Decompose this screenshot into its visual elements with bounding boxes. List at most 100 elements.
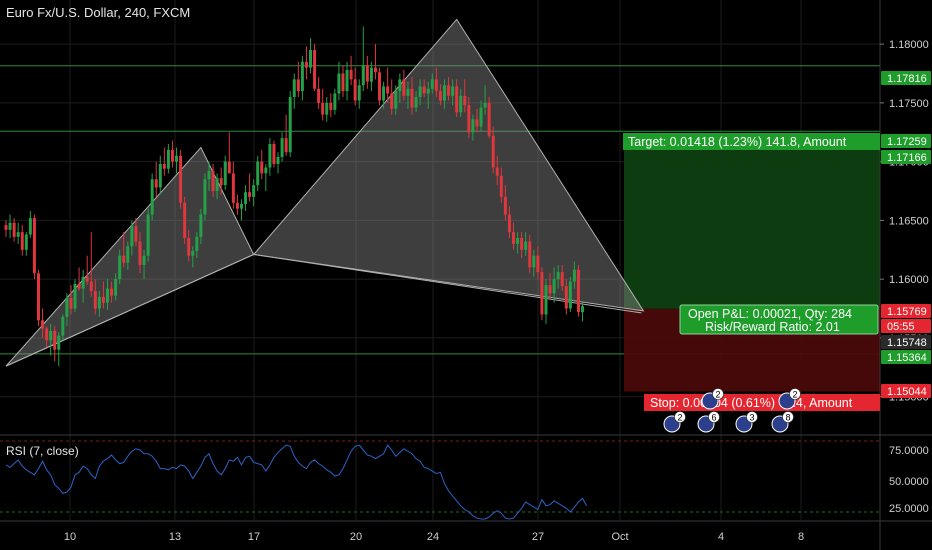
candle-body <box>81 276 85 289</box>
event-badge[interactable]: 3 <box>735 411 758 433</box>
stop-label: Stop: 0.00704 (0.61%) 70.4, Amount <box>650 396 853 410</box>
event-badge[interactable]: 8 <box>771 411 794 433</box>
candle-body <box>516 238 520 244</box>
candle-body <box>8 222 12 230</box>
candle-body <box>215 178 219 192</box>
candle-body <box>373 67 377 73</box>
candle-body <box>418 86 422 97</box>
candle-body <box>158 163 162 188</box>
candle-body <box>532 255 536 268</box>
rsi-line <box>5 444 588 520</box>
candle-body <box>203 179 207 215</box>
candle-body <box>430 79 434 89</box>
candle-body <box>475 119 479 127</box>
badge-count: 6 <box>711 413 716 423</box>
candle-body <box>325 102 329 115</box>
candle-body <box>146 214 150 256</box>
candle-body <box>459 95 463 113</box>
price-tag-bg <box>881 304 931 318</box>
candle-body <box>252 185 256 197</box>
harmonic-pattern <box>5 18 645 367</box>
candle-body <box>28 218 32 235</box>
candle-body <box>191 250 195 256</box>
chart-title: Euro Fx/U.S. Dollar, 240, FXCM <box>6 5 191 20</box>
candle-body <box>16 232 20 237</box>
candle-body <box>41 320 45 329</box>
candle-body <box>248 192 252 197</box>
badge-count-bg <box>782 411 794 423</box>
candle-body <box>564 286 568 309</box>
candle-body <box>576 269 580 313</box>
candle-body <box>272 144 276 164</box>
candle-body <box>572 269 576 282</box>
candle-body <box>211 171 215 192</box>
candle-body <box>260 161 264 174</box>
candle-body <box>227 161 231 174</box>
rsi-title: RSI (7, close) <box>6 444 79 458</box>
candle-body <box>483 102 487 108</box>
badge-count: 2 <box>792 390 797 400</box>
event-badge[interactable]: 2 <box>701 388 724 410</box>
candle-body <box>231 173 235 203</box>
candle-body <box>556 272 560 280</box>
price-tag-label: 1.15044 <box>887 386 927 398</box>
candle-body <box>382 86 386 101</box>
candle-body <box>118 255 122 280</box>
candle-body <box>402 79 406 96</box>
candle-body <box>426 88 430 94</box>
candle-body <box>20 232 24 250</box>
candle-body <box>53 330 57 350</box>
candle-body <box>552 279 556 294</box>
candle-body <box>341 73 345 92</box>
candle-body <box>337 73 341 94</box>
candle-body <box>365 65 369 82</box>
candle-body <box>406 88 410 96</box>
pattern-triangle <box>252 18 645 312</box>
candle-body <box>45 328 49 341</box>
candle-body <box>361 65 365 86</box>
candle-body <box>442 85 446 101</box>
candle-body <box>520 238 524 250</box>
candle-body <box>85 276 89 282</box>
candle-body <box>345 69 349 92</box>
candle-body <box>134 226 138 242</box>
event-badge[interactable]: 2 <box>663 411 686 433</box>
badge-count-bg <box>746 411 758 423</box>
candle-body <box>114 279 118 296</box>
candle-body <box>463 95 467 106</box>
candle-body <box>150 179 154 215</box>
candle-body <box>244 192 248 204</box>
candle-body <box>410 88 414 108</box>
rsi-tick-label: 50.0000 <box>889 476 929 488</box>
target-label: Target: 0.01418 (1.23%) 141.8, Amount <box>628 135 847 149</box>
candle-body <box>280 138 284 157</box>
event-badges[interactable]: 2 2 2 6 3 8 <box>663 388 801 433</box>
event-badge[interactable]: 6 <box>697 411 720 433</box>
candle-body <box>256 161 260 186</box>
price-tag-label: 1.17166 <box>887 152 927 164</box>
candle-body <box>77 283 81 289</box>
candle-body <box>36 273 40 321</box>
candle-body <box>536 255 540 273</box>
date-tick-label: Oct <box>611 531 628 543</box>
candle-body <box>223 161 227 186</box>
date-tick-label: 8 <box>798 531 804 543</box>
candle-body <box>4 225 8 230</box>
candle-body <box>548 285 552 294</box>
candle-body <box>479 107 483 127</box>
price-tag-bg <box>881 335 931 349</box>
price-tag-label: 1.15364 <box>887 352 927 364</box>
pattern-leg-bd <box>253 253 642 314</box>
candle-body <box>24 234 28 250</box>
candle-body <box>199 214 203 237</box>
rsi-pane <box>0 440 880 520</box>
candle-body <box>175 155 179 162</box>
candle-body <box>142 255 146 266</box>
candle-body <box>317 88 321 103</box>
badge-count-bg <box>789 388 801 400</box>
candle-body <box>284 138 288 153</box>
price-tag-bg <box>881 150 931 164</box>
event-badge[interactable]: 2 <box>778 388 801 410</box>
candle-body <box>304 61 308 68</box>
candle-body <box>57 335 61 350</box>
